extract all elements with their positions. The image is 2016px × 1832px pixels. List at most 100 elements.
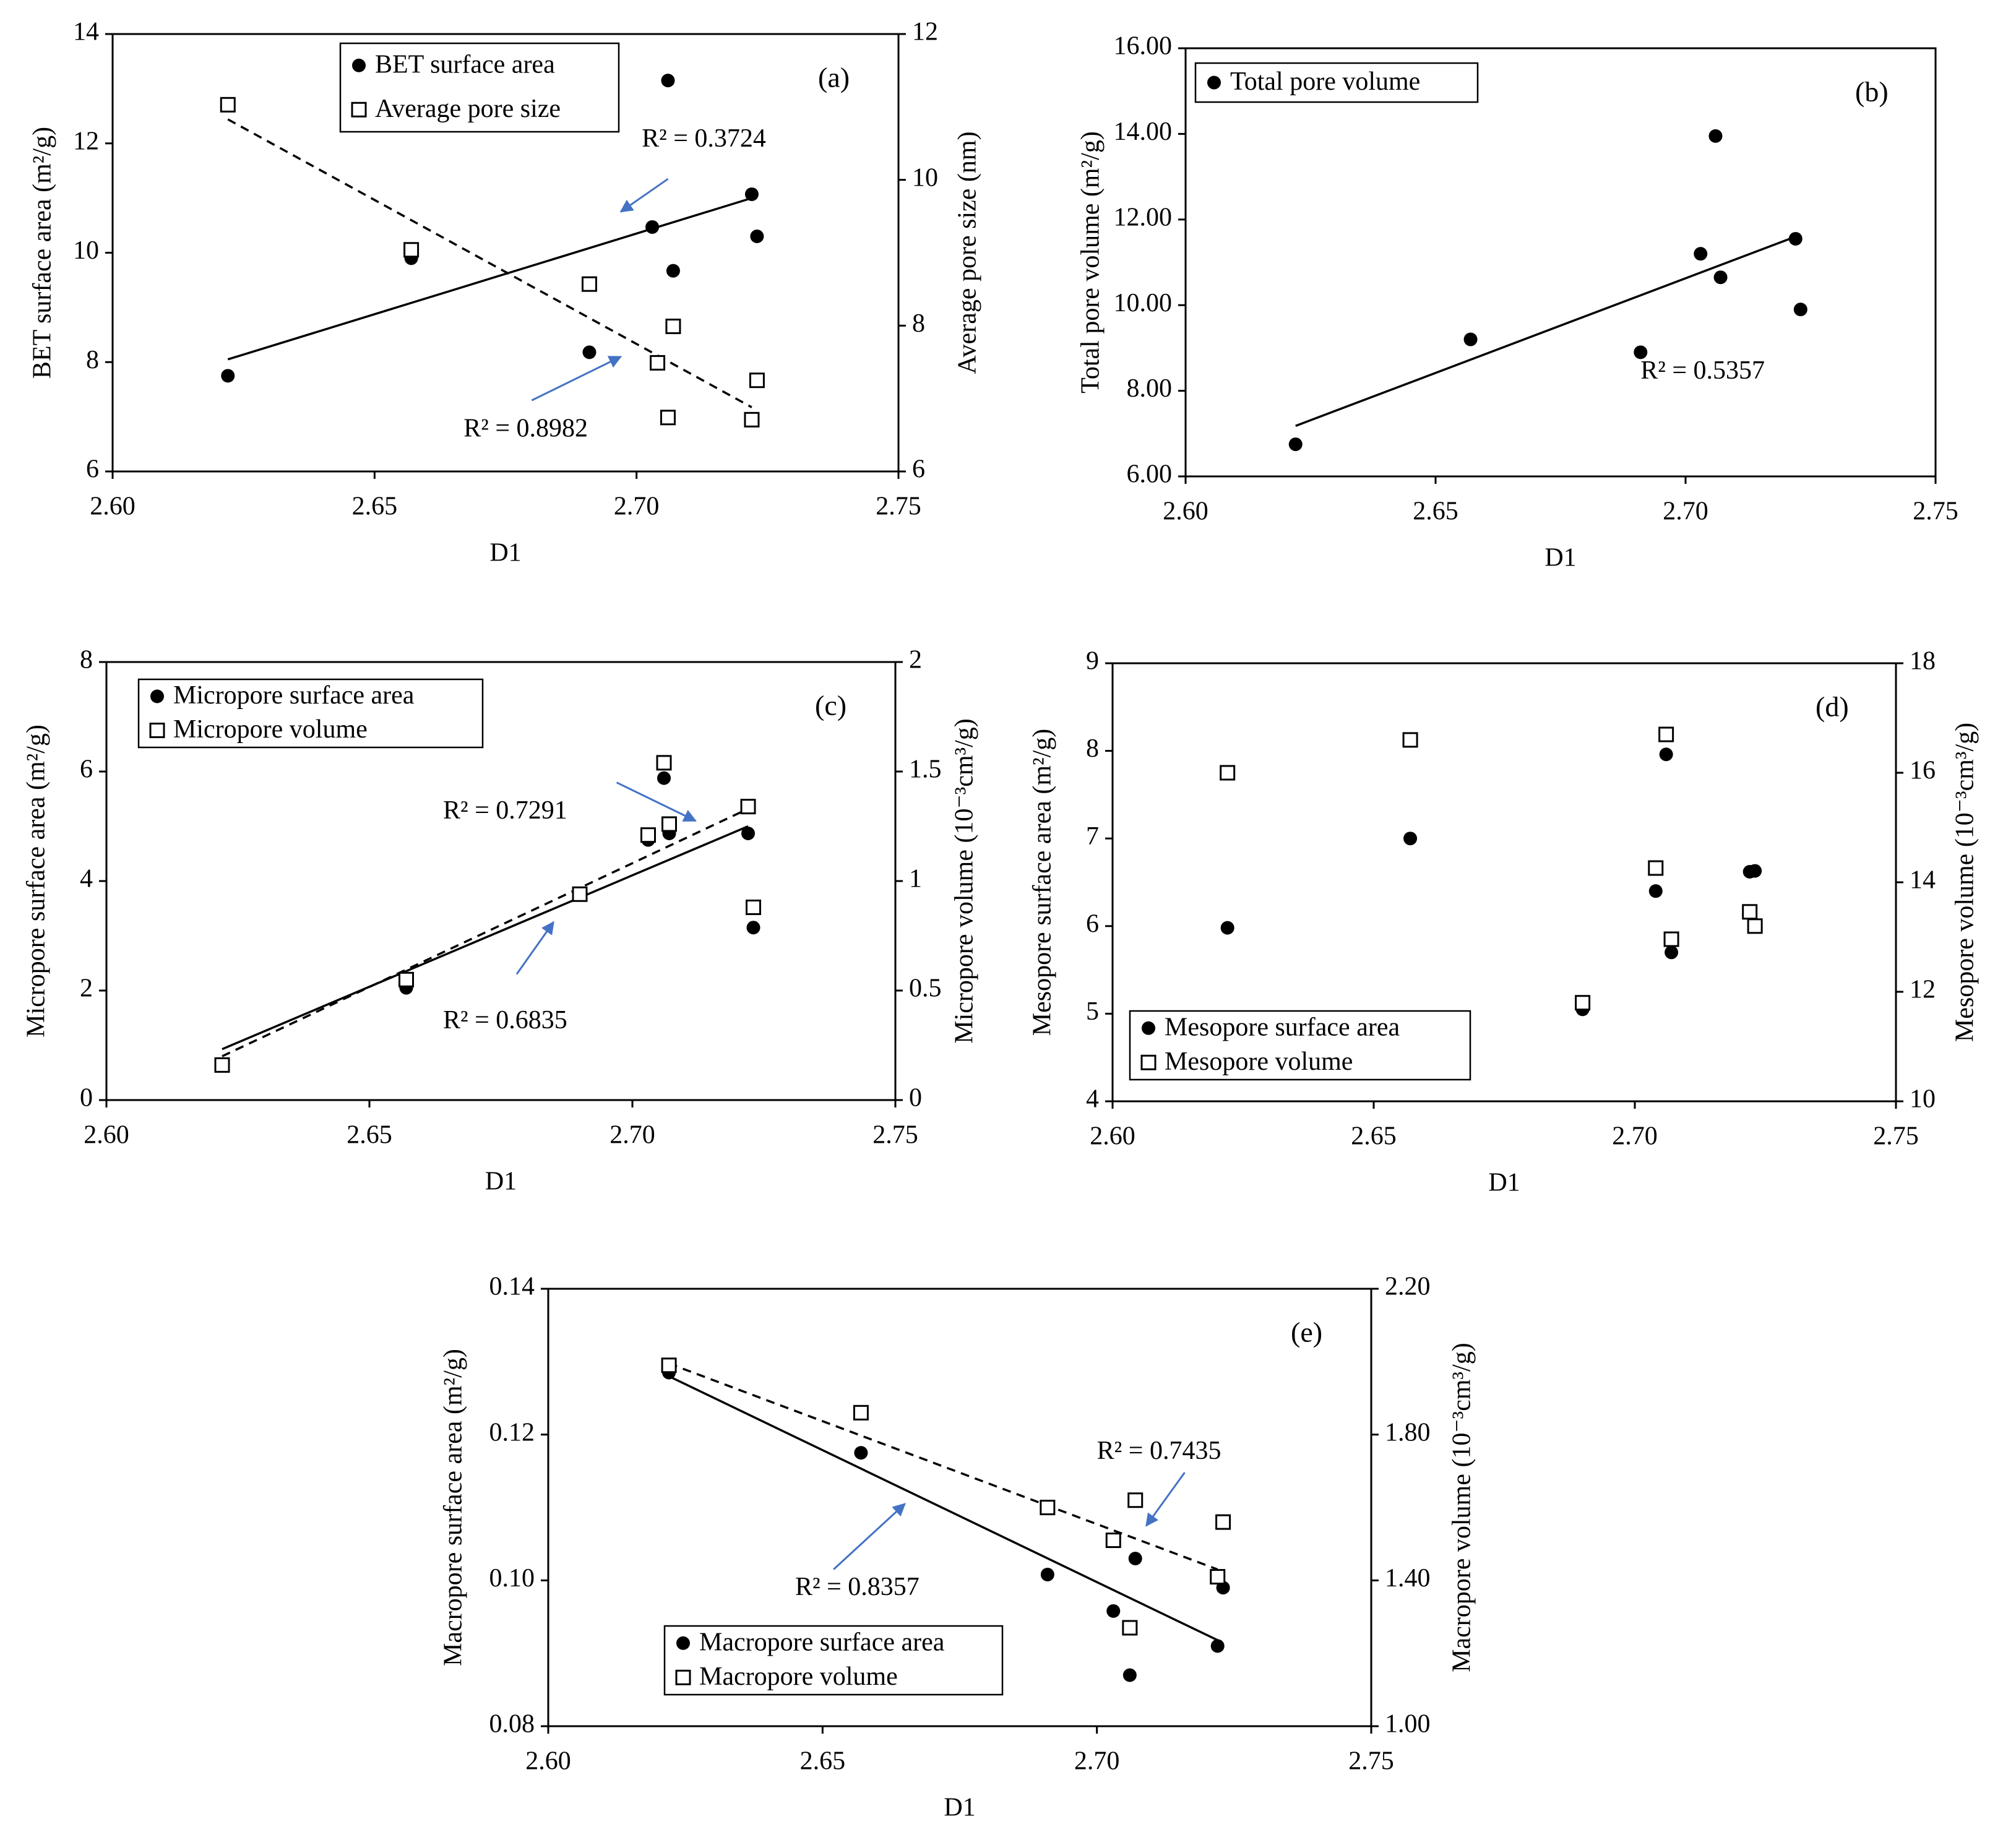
trendline-dashed <box>222 807 749 1057</box>
data-point-square <box>740 799 756 815</box>
data-point-square <box>665 319 681 335</box>
data-point-circle <box>744 187 759 201</box>
x-tick-label: 2.65 <box>1413 497 1458 526</box>
x-tick-label: 2.70 <box>614 492 660 521</box>
y-tick-label: 0.12 <box>489 1418 535 1447</box>
legend: Micropore surface area Micropore volume <box>137 678 484 749</box>
x-tick-label: 2.60 <box>84 1121 129 1150</box>
x-tick-label: 2.70 <box>610 1121 655 1150</box>
data-point-circle <box>582 345 597 359</box>
data-point-circle <box>1665 945 1679 960</box>
data-point-square <box>853 1404 869 1421</box>
data-point-square <box>1648 860 1664 876</box>
panel-d-chart: 2.60 2.65 2.70 2.75 4 5 6 7 8 9 10 12 14 16 18 D1 Mesopo… <box>1028 647 1979 1197</box>
data-point-square <box>660 410 676 426</box>
x-tick-label: 2.70 <box>1612 1122 1658 1151</box>
legend: Macropore surface area Macropore volume <box>663 1625 1004 1696</box>
y2-tick-label: 14 <box>1910 866 1936 895</box>
legend-entry-label: Total pore volume <box>1230 67 1420 96</box>
y2-tick-label: 12 <box>1910 976 1936 1004</box>
trendline-dashed <box>668 1362 1218 1571</box>
y2-tick-label: 10 <box>1910 1085 1936 1114</box>
legend-entry-label: Mesopore surface area <box>1165 1013 1400 1041</box>
r-squared-annotation: R² = 0.7291 <box>443 796 567 825</box>
annotation-arrow <box>616 781 697 822</box>
data-point-circle <box>1463 332 1478 346</box>
x-tick-label: 2.60 <box>1090 1122 1135 1151</box>
y2-tick-label: 8 <box>912 309 925 338</box>
legend-entry-label: Mesopore volume <box>1165 1047 1353 1076</box>
data-point-square <box>656 755 672 771</box>
data-point-square <box>1220 765 1236 781</box>
y-axis-title: Total pore volume (m²/g) <box>1077 131 1105 393</box>
data-point-square <box>746 899 761 915</box>
annotation-arrow <box>619 178 669 213</box>
data-point-square <box>749 372 765 389</box>
y2-tick-label: 2 <box>909 646 922 674</box>
panel-c-chart: 2.60 2.65 2.70 2.75 0 2 4 6 8 0 0.5 1 1.5 2 D1 Micropor… <box>22 646 979 1196</box>
x-tick-label: 2.60 <box>525 1747 571 1776</box>
y-tick-label: 8 <box>86 346 99 374</box>
y-tick-label: 10 <box>73 236 99 265</box>
data-point-circle <box>666 264 680 278</box>
legend-symbol-square <box>675 1669 691 1685</box>
y2-tick-label: 12 <box>912 18 938 46</box>
y-tick-label: 6 <box>1086 910 1099 938</box>
x-tick-label: 2.75 <box>872 1121 918 1150</box>
plot-area-frame <box>1184 47 1937 478</box>
y-tick-label: 4 <box>1086 1085 1099 1114</box>
data-point-square <box>1210 1568 1226 1585</box>
y2-tick-label: 1.80 <box>1385 1418 1431 1447</box>
data-point-square <box>398 971 414 987</box>
data-point-square <box>572 886 588 902</box>
data-point-square <box>403 242 420 258</box>
trendline-dashed <box>227 118 752 408</box>
y2-axis-title: Average pore size (nm) <box>954 131 982 374</box>
panel-a-chart: 2.60 2.65 2.70 2.75 6 8 10 12 14 6 8 10 12 D1 BET surf… <box>28 18 982 567</box>
y2-tick-label: 1.00 <box>1385 1710 1431 1739</box>
y2-axis-title: Macropore volume (10⁻³cm³/g) <box>1448 1343 1476 1672</box>
y-tick-label: 14.00 <box>1114 118 1173 146</box>
legend-entry-label: Micropore surface area <box>173 681 415 710</box>
x-tick-label: 2.60 <box>1163 497 1208 526</box>
data-point-circle <box>854 1446 868 1460</box>
data-point-square <box>1105 1533 1121 1549</box>
data-point-circle <box>1106 1604 1121 1618</box>
data-point-circle <box>657 771 671 785</box>
data-point-square <box>581 276 597 292</box>
y2-axis-title: Mesopore volume (10⁻³cm³/g) <box>1951 723 1979 1042</box>
data-point-square <box>661 816 677 832</box>
legend-frame <box>1194 62 1479 103</box>
y2-axis-title: Micropore volume (10⁻³cm³/g) <box>950 718 979 1044</box>
y2-tick-label: 18 <box>1910 647 1936 676</box>
data-point-circle <box>741 827 755 841</box>
panel-label: (b) <box>1855 76 1889 108</box>
legend-symbol-circle <box>676 1636 690 1650</box>
panel-e-chart: 2.60 2.65 2.70 2.75 0.08 0.10 0.12 0.14 1.00 1.40… <box>439 1273 1476 1822</box>
data-point-square <box>1215 1514 1231 1530</box>
y-axis-title: BET surface area (m²/g) <box>28 127 57 379</box>
y-axis-title: Mesopore surface area (m²/g) <box>1028 729 1057 1036</box>
x-tick-label: 2.65 <box>800 1747 846 1776</box>
panel-label: (c) <box>815 690 846 721</box>
data-point-square <box>1040 1500 1056 1515</box>
y-tick-label: 9 <box>1086 647 1099 676</box>
data-point-square <box>1127 1492 1144 1508</box>
y2-tick-label: 1.40 <box>1385 1564 1431 1593</box>
data-point-square <box>650 355 666 371</box>
y-tick-label: 12.00 <box>1114 203 1173 231</box>
y-tick-label: 6 <box>86 455 99 484</box>
legend-entry-label: Average pore size <box>375 95 561 123</box>
panel-label: (a) <box>818 62 850 93</box>
data-point-circle <box>1713 270 1728 285</box>
data-point-circle <box>1694 247 1708 261</box>
y-tick-label: 6.00 <box>1127 460 1173 489</box>
legend-frame <box>339 42 620 133</box>
y-tick-label: 12 <box>73 127 99 155</box>
y2-tick-label: 0.5 <box>909 974 942 1003</box>
legend-entry-label: Micropore volume <box>173 715 368 744</box>
x-tick-label: 2.65 <box>352 492 398 521</box>
y2-tick-label: 10 <box>912 163 938 192</box>
annotation-arrow <box>1145 1472 1186 1527</box>
trendline-solid <box>222 825 749 1051</box>
